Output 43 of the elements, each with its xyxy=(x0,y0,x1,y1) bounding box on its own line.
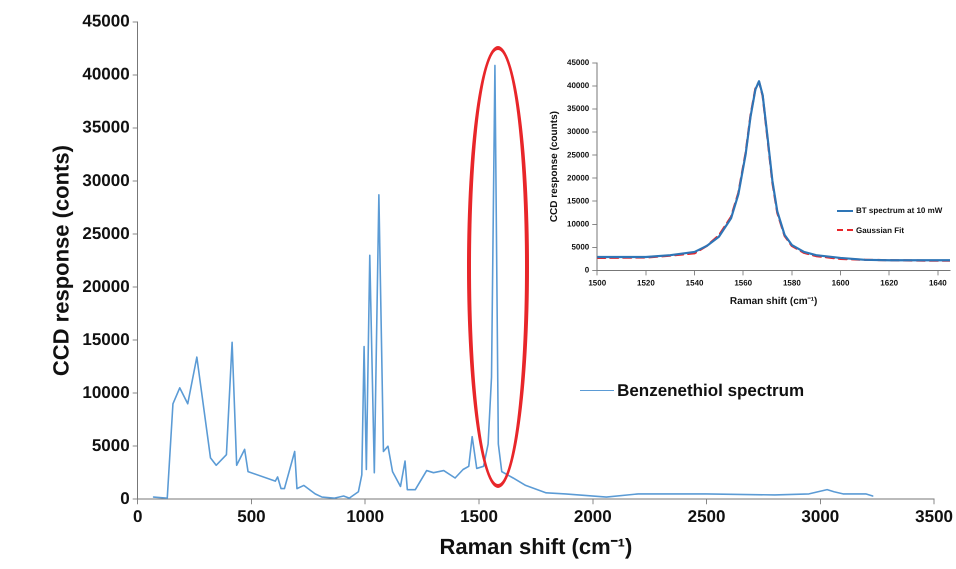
x-tick-label: 1500 xyxy=(460,507,498,526)
y-tick-label: 45000 xyxy=(566,58,590,68)
y-tick-label: 40000 xyxy=(82,64,130,84)
y-tick-label: 35000 xyxy=(82,118,130,137)
x-tick-label: 2000 xyxy=(574,507,612,526)
x-tick-label: 1520 xyxy=(637,278,656,288)
x-tick-label: 1620 xyxy=(880,278,899,288)
y-tick-label: 0 xyxy=(584,266,590,275)
y-tick-label: 10000 xyxy=(82,382,130,402)
x-tick-label: 1600 xyxy=(832,278,850,288)
y-tick-label: 5000 xyxy=(92,436,130,455)
y-tick-label: 10000 xyxy=(566,219,590,228)
y-tick-label: 35000 xyxy=(566,104,590,114)
x-tick-label: 1580 xyxy=(782,278,802,288)
x-tick-label: 1640 xyxy=(928,278,948,288)
x-tick-label: 0 xyxy=(132,507,142,526)
x-axis-title: Raman shift (cm⁻¹) xyxy=(439,534,632,559)
y-tick-label: 25000 xyxy=(566,150,590,160)
legend-label: Benzenethiol spectrum xyxy=(617,380,804,401)
x-axis-title: Raman shift (cm⁻¹) xyxy=(730,296,818,307)
legend-label: BT spectrum at 10 mW xyxy=(856,206,942,216)
x-tick-label: 1000 xyxy=(346,507,384,526)
y-tick-label: 20000 xyxy=(82,276,130,296)
x-tick-label: 1540 xyxy=(686,278,704,288)
x-tick-label: 2500 xyxy=(688,507,726,526)
y-tick-label: 30000 xyxy=(82,170,130,190)
x-tick-label: 500 xyxy=(237,507,266,526)
x-tick-label: 3000 xyxy=(801,507,840,526)
y-axis-title: CCD response (counts) xyxy=(548,111,560,222)
y-tick-label: 25000 xyxy=(82,224,130,243)
y-tick-label: 15000 xyxy=(566,196,590,206)
y-tick-label: 30000 xyxy=(566,127,590,136)
y-tick-label: 15000 xyxy=(82,330,130,349)
y-tick-label: 45000 xyxy=(82,12,130,31)
y-tick-label: 0 xyxy=(120,488,130,508)
legend-label: Gaussian Fit xyxy=(856,226,904,235)
y-tick-label: 5000 xyxy=(571,242,590,252)
y-tick-label: 20000 xyxy=(566,173,590,182)
y-tick-label: 40000 xyxy=(566,81,590,90)
x-tick-label: 3500 xyxy=(915,507,954,526)
x-tick-label: 1560 xyxy=(734,278,753,288)
x-tick-label: 1500 xyxy=(588,278,607,288)
y-axis-title: CCD response (conts) xyxy=(48,145,74,376)
